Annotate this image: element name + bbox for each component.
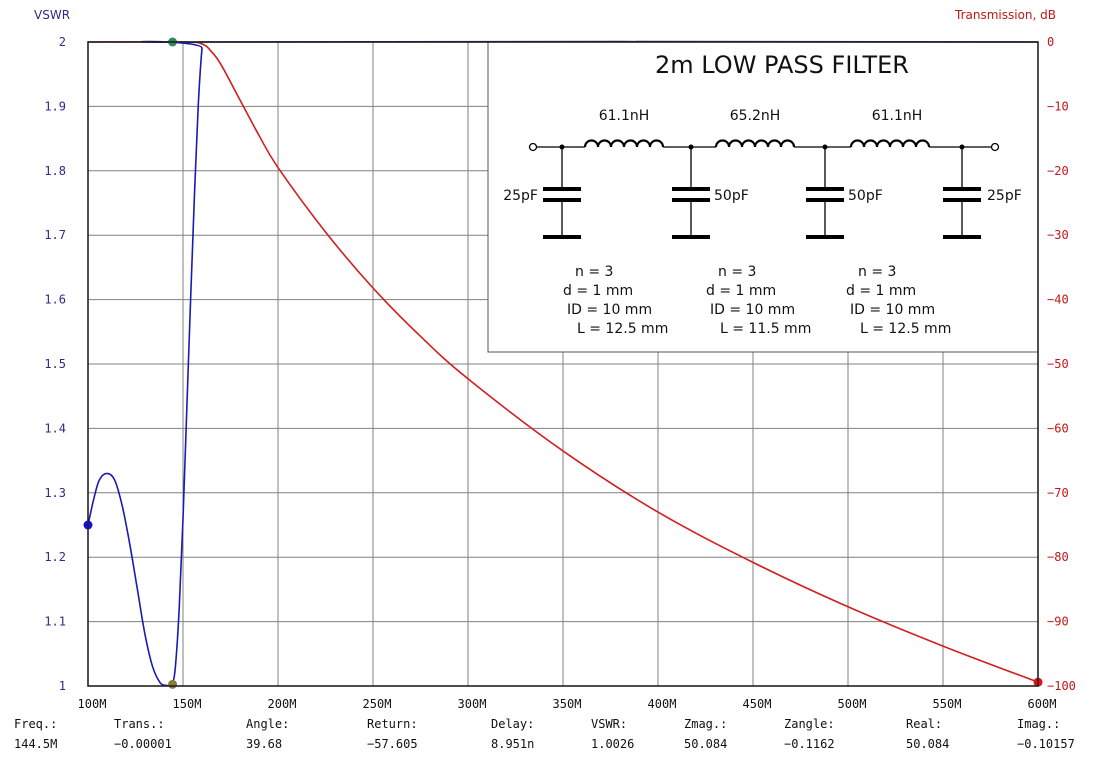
coil-1-length: L = 12.5 mm [577, 321, 668, 337]
coil-3-id: ID = 10 mm [850, 302, 935, 318]
capacitor-4-label: 25pF [987, 188, 1022, 204]
right-tick-label: −80 [1047, 550, 1069, 564]
readout-value: −0.1162 [784, 737, 835, 751]
capacitor-3-label: 50pF [848, 188, 883, 204]
readout-value: −57.605 [367, 737, 418, 751]
measurement-readout: Freq.: Trans.: Angle: Return: Delay: VSWR: Zma… [14, 717, 1075, 751]
coil-2-length: L = 11.5 mm [720, 321, 811, 337]
vswr-line [87, 40, 1039, 687]
x-tick-label: 100M [78, 697, 107, 711]
right-tick-label: −60 [1047, 421, 1069, 435]
capacitor-3 [806, 144, 844, 239]
input-terminal [528, 142, 538, 152]
right-tick-label: −30 [1047, 228, 1069, 242]
readout-label: VSWR: [591, 717, 627, 731]
coil-spec-3: n = 3 d = 1 mm ID = 10 mm L = 12.5 mm [846, 264, 951, 337]
output-terminal [990, 142, 1000, 152]
inductor-3-label: 61.1nH [872, 108, 923, 124]
readout-label: Imag.: [1017, 717, 1060, 731]
inductor-2 [714, 139, 796, 148]
schematic-box [487, 41, 1039, 353]
coil-1-wire: d = 1 mm [563, 283, 633, 299]
readout-value: 8.951n [491, 737, 534, 751]
readout-value: 1.0026 [591, 737, 634, 751]
inductor-1-label: 61.1nH [599, 108, 650, 124]
x-tick-label: 500M [838, 697, 867, 711]
x-axis-ticks: 100M 150M 200M 250M 300M 350M 400M 450M 500M 550M… [78, 697, 1057, 711]
left-tick-label: 1.9 [44, 99, 66, 113]
x-tick-label: 200M [268, 697, 297, 711]
x-tick-label: 550M [933, 697, 962, 711]
readout-label: Return: [367, 717, 418, 731]
right-tick-label: −90 [1047, 615, 1069, 629]
coil-2-wire: d = 1 mm [706, 283, 776, 299]
readout-value: 144.5M [14, 737, 57, 751]
left-tick-label: 1.8 [44, 164, 66, 178]
x-tick-label: 150M [173, 697, 202, 711]
left-tick-label: 1.7 [44, 228, 66, 242]
capacitor-2-label: 50pF [714, 188, 749, 204]
coil-3-wire: d = 1 mm [846, 283, 916, 299]
chart-series [87, 40, 1039, 687]
readout-label: Angle: [246, 717, 289, 731]
coil-1-id: ID = 10 mm [567, 302, 652, 318]
coil-3-turns: n = 3 [858, 264, 896, 280]
readout-label: Zmag.: [684, 717, 727, 731]
readout-value: 50.084 [906, 737, 949, 751]
coil-spec-1: n = 3 d = 1 mm ID = 10 mm L = 12.5 mm [563, 264, 668, 337]
x-tick-label: 600M [1028, 697, 1057, 711]
right-tick-label: −40 [1047, 293, 1069, 307]
x-tick-label: 250M [363, 697, 392, 711]
left-tick-label: 1.5 [44, 357, 66, 371]
readout-label: Freq.: [14, 717, 57, 731]
right-tick-label: −50 [1047, 357, 1069, 371]
left-axis-ticks: 2 1.9 1.8 1.7 1.6 1.5 1.4 1.3 1.2 1.1 1 [44, 35, 66, 693]
x-tick-label: 350M [553, 697, 582, 711]
readout-value: 50.084 [684, 737, 727, 751]
schematic-inset: 2m LOW PASS FILTER 61.1nH 65.2nH 61.1nH [487, 41, 1039, 353]
coil-3-length: L = 12.5 mm [860, 321, 951, 337]
readout-label: Delay: [491, 717, 534, 731]
readout-label: Real: [906, 717, 942, 731]
readout-label: Trans.: [114, 717, 165, 731]
coil-2-id: ID = 10 mm [710, 302, 795, 318]
x-tick-label: 450M [743, 697, 772, 711]
inductor-3 [849, 139, 931, 148]
right-tick-label: −100 [1047, 679, 1076, 693]
marker-point [168, 679, 178, 689]
right-tick-label: 0 [1047, 35, 1054, 49]
left-tick-label: 1.3 [44, 486, 66, 500]
coil-1-turns: n = 3 [575, 264, 613, 280]
right-axis-ticks: 0 −10 −20 −30 −40 −50 −60 −70 −80 −90 −100 [1047, 35, 1076, 693]
right-tick-label: −20 [1047, 164, 1069, 178]
left-axis-title: VSWR [34, 8, 70, 22]
inductor-1 [583, 139, 665, 148]
readout-value: −0.10157 [1017, 737, 1075, 751]
left-tick-label: 2 [59, 35, 66, 49]
plot-frame [87, 41, 1039, 687]
right-axis-title: Transmission, dB [954, 8, 1056, 22]
schematic-title: 2m LOW PASS FILTER [655, 51, 909, 79]
x-tick-label: 300M [458, 697, 487, 711]
left-tick-label: 1.6 [44, 293, 66, 307]
right-tick-label: −70 [1047, 486, 1069, 500]
left-tick-label: 1.4 [44, 421, 66, 435]
readout-label: Zangle: [784, 717, 835, 731]
x-tick-label: 400M [648, 697, 677, 711]
left-tick-label: 1.2 [44, 550, 66, 564]
left-tick-label: 1.1 [44, 615, 66, 629]
coil-spec-2: n = 3 d = 1 mm ID = 10 mm L = 11.5 mm [706, 264, 811, 337]
coil-2-turns: n = 3 [718, 264, 756, 280]
capacitor-1 [543, 144, 581, 239]
readout-value: 39.68 [246, 737, 282, 751]
readout-value: −0.00001 [114, 737, 172, 751]
capacitor-4 [943, 144, 981, 239]
capacitor-1-label: 25pF [503, 188, 538, 204]
transmission-line [87, 41, 1039, 683]
left-tick-label: 1 [59, 679, 66, 693]
inductor-2-label: 65.2nH [730, 108, 781, 124]
capacitor-2 [672, 144, 710, 239]
right-tick-label: −10 [1047, 99, 1069, 113]
